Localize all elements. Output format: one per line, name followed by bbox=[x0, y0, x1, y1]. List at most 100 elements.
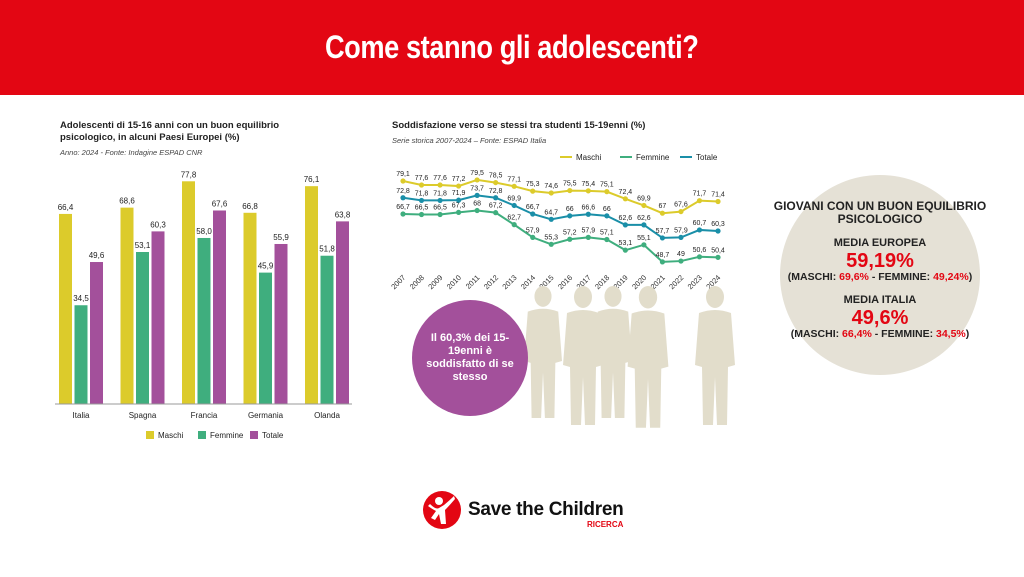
point-label: 67 bbox=[659, 203, 667, 210]
point-label: 67,3 bbox=[452, 202, 466, 209]
data-point bbox=[715, 228, 721, 234]
point-label: 77,6 bbox=[415, 175, 429, 182]
it-females: 34,5% bbox=[936, 327, 966, 340]
x-tick-label: Italia bbox=[73, 411, 90, 420]
highlight-bubble: Il 60,3% dei 15-19enni è soddisfatto di … bbox=[412, 300, 528, 416]
data-point bbox=[400, 178, 406, 184]
point-label: 69,9 bbox=[507, 195, 521, 202]
data-point bbox=[437, 182, 443, 188]
legend-swatch bbox=[146, 431, 154, 439]
data-point bbox=[400, 195, 406, 201]
x-tick-label: Spagna bbox=[129, 411, 157, 420]
data-point bbox=[418, 197, 425, 204]
bar-value-label: 51,8 bbox=[319, 245, 335, 254]
bar-value-label: 77,8 bbox=[181, 170, 197, 179]
data-point bbox=[604, 189, 610, 195]
point-label: 75,5 bbox=[563, 181, 577, 188]
it-label: MEDIA ITALIA bbox=[843, 293, 917, 306]
save-the-children-logo: Save the Children RICERCA bbox=[422, 490, 624, 530]
bar-maschi bbox=[243, 212, 257, 404]
point-label: 57,9 bbox=[674, 227, 688, 234]
x-tick-label: Francia bbox=[191, 411, 218, 420]
bar-totale bbox=[90, 262, 103, 404]
data-point bbox=[511, 222, 517, 228]
data-point bbox=[474, 207, 480, 214]
bar-maschi bbox=[182, 181, 195, 404]
legend-label: Totale bbox=[262, 431, 284, 440]
data-point bbox=[641, 202, 647, 209]
x-tick-label: 2010 bbox=[445, 273, 463, 291]
data-point bbox=[641, 222, 647, 228]
point-label: 73,7 bbox=[470, 185, 484, 192]
point-label: 66 bbox=[566, 206, 574, 213]
label: - FEMMINE: bbox=[871, 327, 936, 340]
page-title: Come stanno gli adolescenti? bbox=[325, 29, 699, 65]
point-label: 48,7 bbox=[656, 252, 670, 259]
point-label: 69,9 bbox=[637, 195, 651, 202]
x-tick-label: 2012 bbox=[482, 273, 500, 291]
legend-label: Femmine bbox=[636, 153, 670, 162]
point-label: 68 bbox=[473, 201, 481, 208]
data-point bbox=[474, 192, 480, 198]
bar-femmine bbox=[320, 255, 334, 404]
bar-value-label: 55,9 bbox=[273, 233, 289, 242]
data-point bbox=[641, 242, 647, 248]
data-point bbox=[659, 210, 666, 216]
bar-value-label: 53,1 bbox=[135, 241, 151, 250]
legend-swatch bbox=[250, 431, 258, 439]
data-point bbox=[678, 234, 684, 240]
data-point bbox=[437, 211, 443, 218]
data-point bbox=[455, 209, 462, 215]
data-point bbox=[585, 188, 591, 194]
person-silhouette-icon bbox=[524, 285, 562, 418]
point-label: 67,2 bbox=[489, 203, 503, 210]
bar-totale bbox=[151, 231, 165, 404]
data-point bbox=[567, 236, 573, 242]
bar-value-label: 34,5 bbox=[73, 294, 89, 303]
line-femmine bbox=[402, 209, 719, 263]
bar-value-label: 68,6 bbox=[119, 197, 135, 206]
point-label: 66,6 bbox=[581, 204, 595, 211]
header-bar: Come stanno gli adolescenti? bbox=[0, 0, 1024, 95]
bar-femmine bbox=[259, 272, 272, 404]
data-point bbox=[622, 222, 628, 228]
x-tick-label: 2022 bbox=[667, 273, 685, 291]
bar-totale bbox=[213, 210, 226, 404]
data-point bbox=[678, 208, 684, 215]
point-label: 50,6 bbox=[693, 247, 707, 254]
line-maschi bbox=[402, 178, 719, 215]
logo-child-icon bbox=[423, 491, 461, 529]
info-panel: GIOVANI CON UN BUON EQUILIBRIO PSICOLOGI… bbox=[760, 200, 1000, 339]
point-label: 64,7 bbox=[544, 209, 558, 216]
x-tick-label: 2023 bbox=[686, 273, 704, 291]
point-label: 53,1 bbox=[619, 240, 633, 247]
point-label: 66,7 bbox=[396, 204, 410, 211]
point-label: 77,1 bbox=[507, 176, 521, 183]
point-label: 77,6 bbox=[433, 175, 447, 182]
point-label: 57,1 bbox=[600, 230, 614, 237]
data-point bbox=[548, 190, 554, 196]
data-point bbox=[567, 187, 573, 194]
data-point bbox=[511, 183, 517, 189]
bar-value-label: 66,4 bbox=[58, 203, 74, 212]
point-label: 72,4 bbox=[619, 189, 633, 196]
line-chart-subtitle: Serie storica 2007-2024 – Fonte: ESPAD I… bbox=[392, 136, 547, 145]
data-point bbox=[548, 216, 554, 222]
data-point bbox=[696, 227, 703, 233]
data-point bbox=[585, 211, 591, 217]
line-totale bbox=[402, 194, 719, 239]
point-label: 66,7 bbox=[526, 204, 540, 211]
data-point bbox=[622, 247, 628, 253]
bubble-text: Il 60,3% dei 15-19enni è soddisfatto di … bbox=[426, 332, 514, 383]
bar-maschi bbox=[305, 186, 318, 404]
data-point bbox=[604, 213, 610, 219]
x-tick-label: 2007 bbox=[389, 273, 407, 291]
data-point bbox=[696, 198, 703, 204]
point-label: 78,5 bbox=[489, 173, 503, 180]
bar-value-label: 49,6 bbox=[89, 251, 105, 260]
bar-chart-subtitle: Anno: 2024 - Fonte: Indagine ESPAD CNR bbox=[60, 148, 203, 157]
data-point bbox=[622, 196, 628, 202]
bar-femmine bbox=[197, 237, 211, 404]
bar-value-label: 66,8 bbox=[242, 202, 258, 211]
data-point bbox=[715, 254, 721, 260]
